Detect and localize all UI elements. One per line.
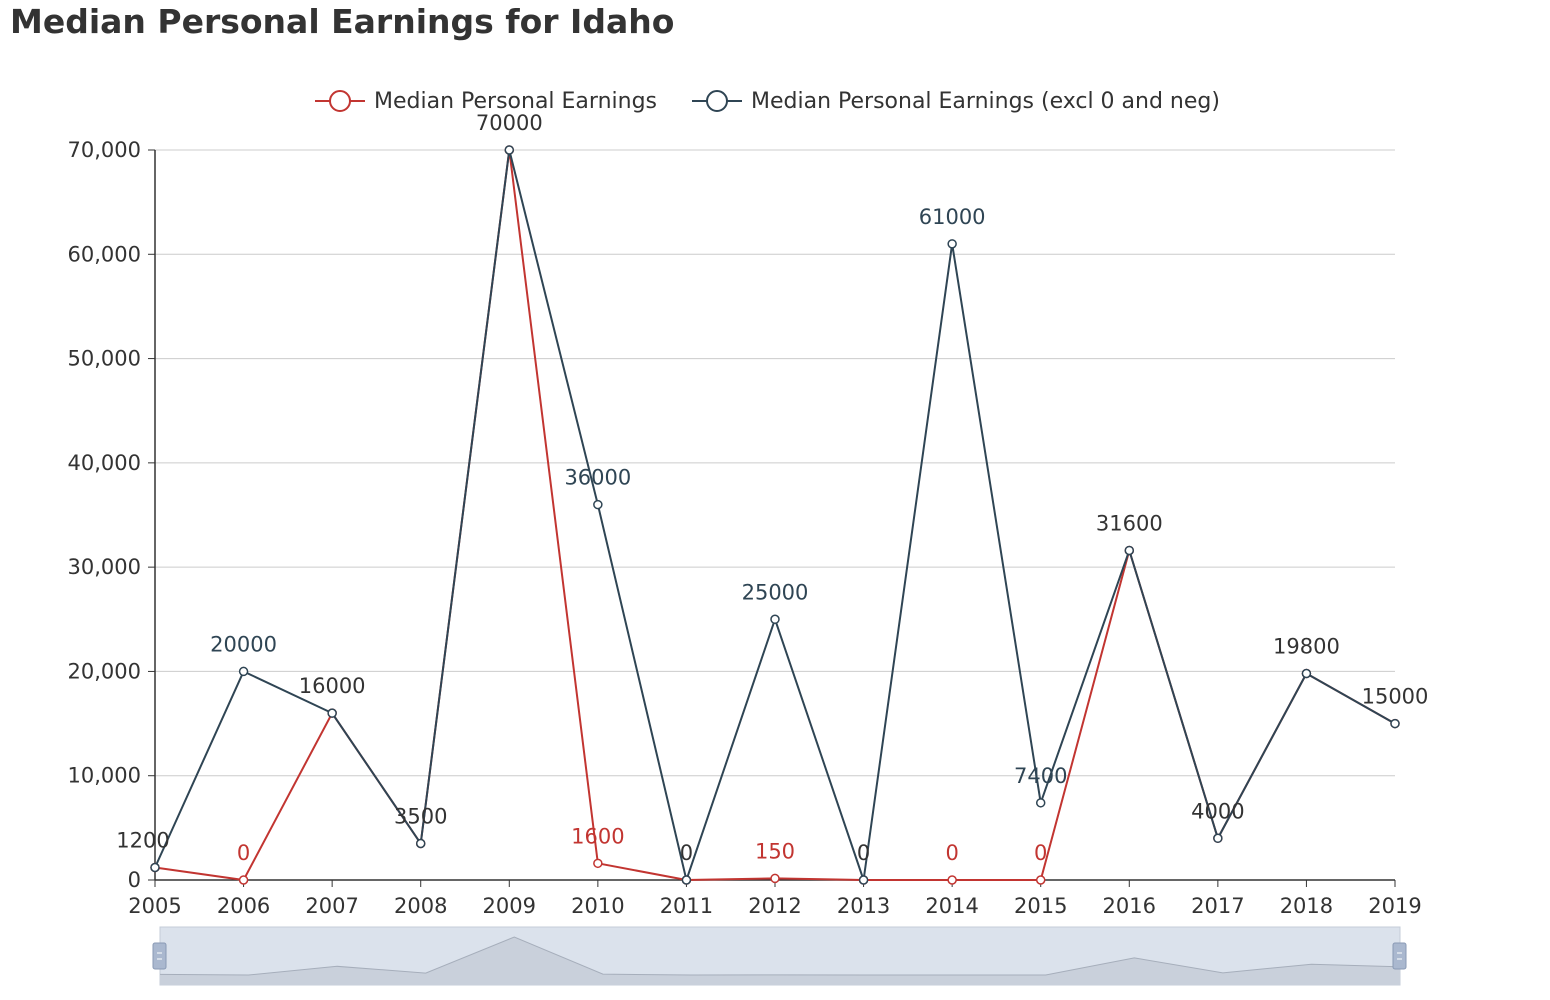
x-tick-label: 2018 bbox=[1280, 894, 1333, 918]
data-label: 0 bbox=[1034, 841, 1047, 865]
data-point bbox=[1035, 875, 1046, 885]
legend-item-2[interactable]: Median Personal Earnings (excl 0 and neg… bbox=[692, 89, 1220, 114]
x-tick-label: 2007 bbox=[305, 894, 358, 918]
x-tick-label: 2008 bbox=[394, 894, 447, 918]
data-label: 3500 bbox=[394, 805, 447, 829]
data-point bbox=[238, 875, 249, 885]
data-point bbox=[504, 145, 515, 155]
y-tick-label: 20,000 bbox=[68, 659, 141, 683]
legend-label: Median Personal Earnings bbox=[374, 89, 657, 114]
x-tick-label: 2011 bbox=[660, 894, 713, 918]
legend[interactable]: Median Personal Earnings Median Personal … bbox=[315, 89, 1220, 114]
data-label: 31600 bbox=[1096, 511, 1163, 535]
data-point bbox=[1301, 668, 1312, 679]
data-zoom-slider[interactable] bbox=[152, 926, 1407, 986]
zoom-preview-area bbox=[160, 937, 1400, 985]
data-label: 19800 bbox=[1273, 635, 1340, 659]
x-tick-label: 2005 bbox=[128, 894, 181, 918]
data-label: 7400 bbox=[1014, 764, 1067, 788]
x-tick-label: 2015 bbox=[1014, 894, 1067, 918]
data-point bbox=[858, 875, 869, 885]
zoom-handle-right[interactable] bbox=[1392, 942, 1407, 970]
data-label: 4000 bbox=[1191, 799, 1244, 823]
data-label: 150 bbox=[755, 839, 795, 863]
data-label: 0 bbox=[680, 841, 693, 865]
data-label: 1200 bbox=[116, 828, 169, 852]
x-tick-label: 2010 bbox=[571, 894, 624, 918]
data-point bbox=[1390, 718, 1400, 729]
x-tick-label: 2009 bbox=[483, 894, 536, 918]
data-label: 0 bbox=[857, 841, 870, 865]
x-tick-label: 2016 bbox=[1103, 894, 1156, 918]
x-tick-label: 2017 bbox=[1191, 894, 1244, 918]
data-label: 1600 bbox=[571, 824, 624, 848]
x-tick-label: 2014 bbox=[925, 894, 978, 918]
y-tick-label: 10,000 bbox=[68, 764, 141, 788]
y-tick-label: 30,000 bbox=[68, 555, 141, 579]
y-axis: 0 10,000 20,000 30,000 40,000 50,000 60,000 70,… bbox=[68, 138, 156, 892]
data-point bbox=[593, 499, 603, 510]
y-tick-label: 0 bbox=[128, 868, 141, 892]
y-tick-label: 70,000 bbox=[68, 138, 141, 162]
x-axis: 2005 2006 2007 2008 2009 2010 2011 2012 2013 2014… bbox=[128, 879, 1422, 918]
data-label: 0 bbox=[237, 841, 250, 865]
data-point bbox=[1213, 833, 1223, 844]
data-point bbox=[1124, 545, 1135, 556]
data-label: 16000 bbox=[299, 674, 366, 698]
data-label: 0 bbox=[945, 841, 958, 865]
zoom-handle-left[interactable] bbox=[152, 942, 167, 970]
legend-marker bbox=[329, 90, 351, 112]
grid-lines bbox=[155, 149, 1395, 777]
data-label: 61000 bbox=[919, 205, 986, 229]
data-point bbox=[593, 858, 603, 869]
series-line-2 bbox=[154, 149, 1396, 884]
legend-label: Median Personal Earnings (excl 0 and neg… bbox=[751, 89, 1220, 114]
legend-item-1[interactable]: Median Personal Earnings bbox=[315, 89, 657, 114]
x-tick-label: 2013 bbox=[837, 894, 890, 918]
y-tick-label: 60,000 bbox=[68, 242, 141, 266]
data-point bbox=[150, 862, 160, 873]
chart-title: Median Personal Earnings for Idaho bbox=[10, 2, 675, 41]
y-tick-label: 40,000 bbox=[68, 451, 141, 475]
series-lines bbox=[150, 145, 1400, 885]
data-label: 36000 bbox=[564, 466, 631, 490]
x-tick-label: 2006 bbox=[217, 894, 270, 918]
data-label: 70000 bbox=[476, 111, 543, 135]
data-point bbox=[1035, 798, 1046, 808]
x-tick-label: 2019 bbox=[1368, 894, 1421, 918]
data-label: 20000 bbox=[210, 632, 277, 656]
data-point bbox=[770, 614, 780, 625]
x-tick-label: 2012 bbox=[748, 894, 801, 918]
data-point bbox=[770, 873, 780, 884]
data-point bbox=[947, 239, 957, 249]
data-point bbox=[327, 708, 337, 718]
data-point bbox=[681, 875, 692, 885]
data-label: 25000 bbox=[742, 580, 809, 604]
data-label: 15000 bbox=[1362, 685, 1429, 709]
data-point bbox=[238, 666, 249, 677]
legend-marker bbox=[706, 90, 728, 112]
data-point bbox=[947, 875, 957, 885]
zoom-preview-line bbox=[159, 936, 1401, 976]
series-line-1 bbox=[154, 149, 1396, 882]
data-point bbox=[415, 838, 426, 849]
y-tick-label: 50,000 bbox=[68, 347, 141, 371]
